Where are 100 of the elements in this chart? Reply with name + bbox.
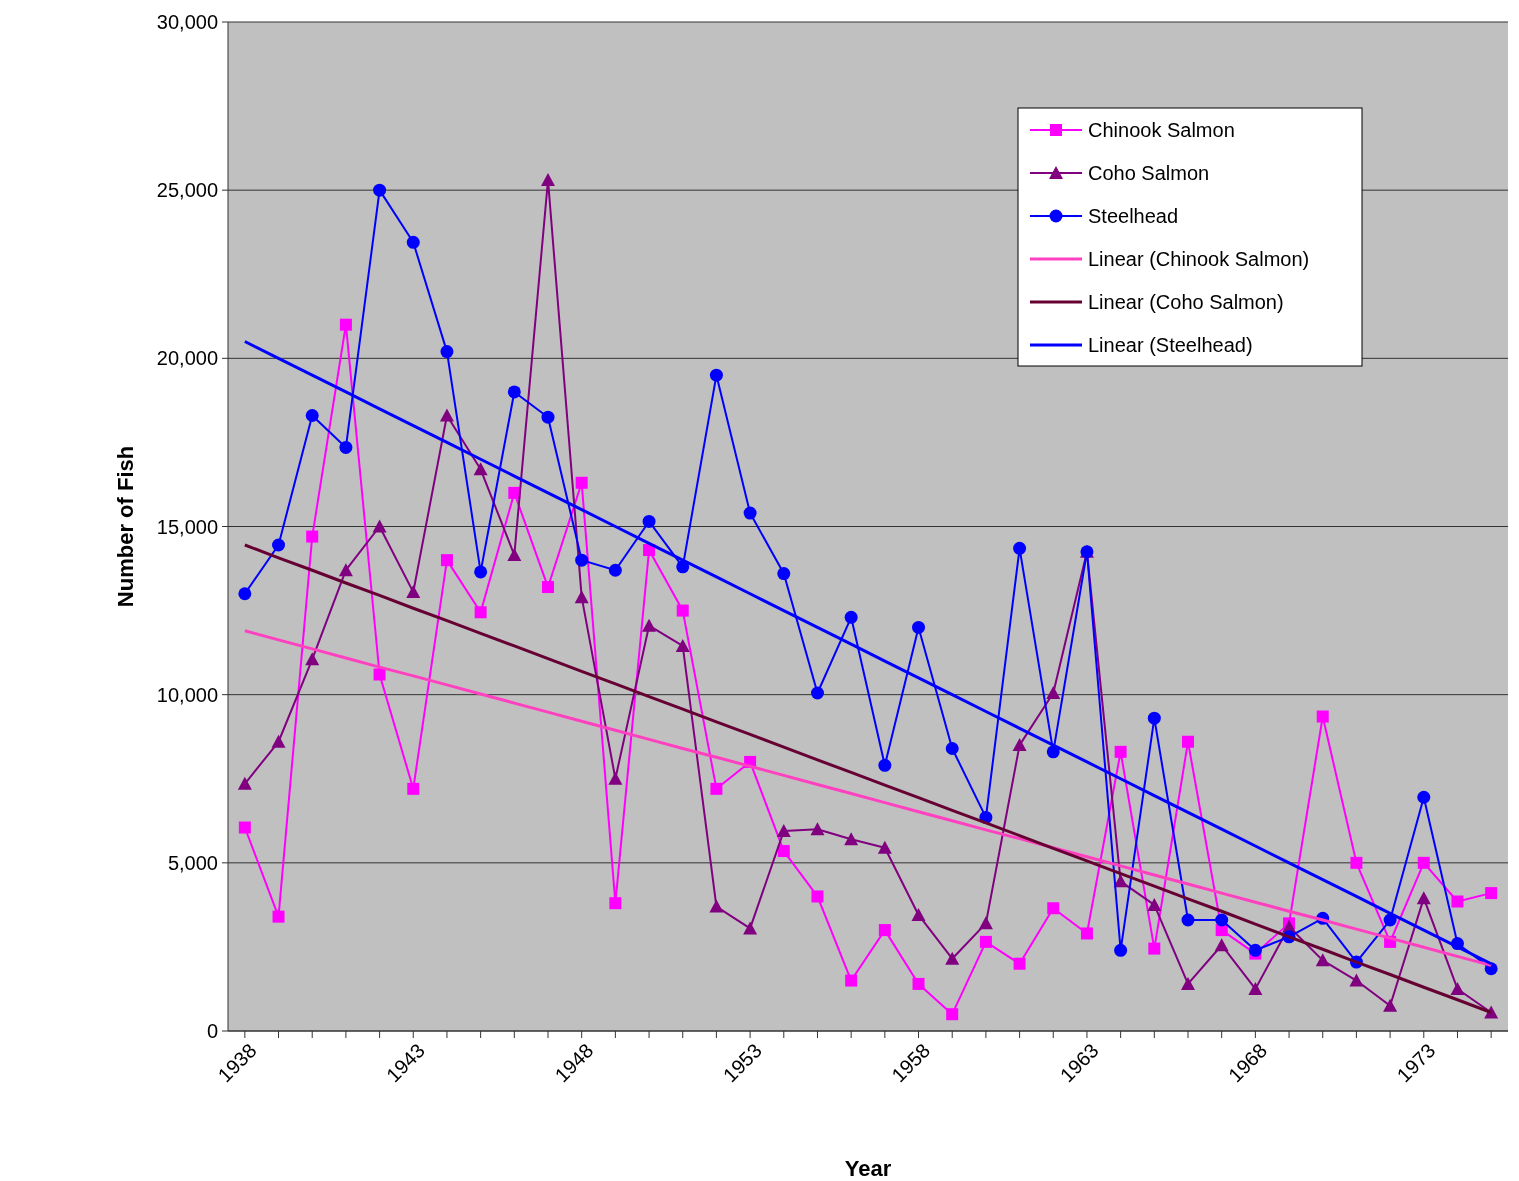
point — [541, 173, 555, 187]
point — [878, 758, 892, 772]
point — [473, 462, 488, 476]
point — [608, 563, 622, 577]
point — [474, 565, 488, 579]
point — [1181, 976, 1195, 990]
point — [1248, 943, 1262, 957]
point — [338, 563, 353, 577]
point — [978, 916, 993, 930]
point — [1316, 710, 1329, 723]
legend-label: Linear (Chinook Salmon) — [1088, 248, 1310, 270]
point — [1416, 891, 1431, 905]
point — [272, 538, 286, 552]
point — [946, 1008, 959, 1021]
point — [1248, 981, 1263, 995]
point — [811, 890, 824, 903]
point — [1114, 943, 1128, 957]
point — [1349, 973, 1364, 987]
point — [1215, 913, 1229, 927]
point — [406, 585, 421, 599]
point — [709, 368, 723, 382]
point — [777, 845, 790, 858]
legend-label: Coho Salmon — [1088, 162, 1210, 184]
y-tick-label: 10,000 — [156, 683, 218, 706]
point — [575, 553, 589, 567]
point — [272, 910, 285, 923]
point — [1114, 745, 1127, 758]
point — [912, 620, 926, 634]
point — [810, 686, 824, 700]
point — [305, 409, 319, 423]
point — [1046, 685, 1061, 699]
point — [373, 183, 387, 197]
point — [574, 590, 589, 604]
point — [1451, 895, 1464, 908]
point — [1148, 942, 1161, 955]
point — [373, 668, 386, 681]
point — [1013, 957, 1026, 970]
point — [237, 776, 252, 790]
point — [1450, 981, 1465, 995]
point — [1315, 953, 1330, 967]
point — [1350, 856, 1363, 869]
point — [541, 410, 555, 424]
point — [845, 974, 858, 987]
point — [945, 741, 959, 755]
point — [743, 921, 758, 935]
point — [911, 907, 926, 921]
point — [271, 734, 286, 748]
point — [743, 506, 757, 520]
point — [844, 832, 859, 846]
y-tick-label: 30,000 — [156, 11, 218, 33]
point — [1181, 913, 1195, 927]
point — [609, 897, 622, 910]
point — [507, 548, 522, 562]
point — [642, 618, 657, 632]
point — [306, 530, 319, 543]
point — [1214, 938, 1229, 952]
legend-label: Steelhead — [1088, 205, 1179, 227]
point — [1047, 902, 1060, 915]
point — [945, 951, 960, 965]
point — [439, 408, 454, 422]
point — [238, 821, 251, 834]
point — [440, 554, 453, 567]
point — [844, 610, 858, 624]
point — [1012, 738, 1027, 752]
point — [877, 840, 892, 854]
y-axis-title: Number of Fish — [113, 445, 138, 608]
point — [507, 385, 521, 399]
point — [878, 924, 891, 937]
point — [608, 771, 623, 785]
point — [675, 638, 690, 652]
point — [1383, 998, 1398, 1012]
point — [1013, 541, 1027, 555]
point — [1147, 897, 1162, 911]
point — [710, 782, 723, 795]
point — [1417, 790, 1431, 804]
point — [305, 652, 320, 666]
point — [440, 345, 454, 359]
point — [709, 899, 724, 913]
point — [407, 782, 420, 795]
legend-label: Linear (Coho Salmon) — [1088, 291, 1284, 313]
point — [1147, 711, 1161, 725]
point — [238, 587, 252, 601]
point — [676, 604, 689, 617]
point — [776, 823, 791, 837]
point — [474, 606, 487, 619]
point — [777, 567, 791, 581]
legend-label: Chinook Salmon — [1088, 119, 1235, 141]
point — [339, 440, 353, 454]
y-tick-label: 25,000 — [156, 179, 218, 202]
y-tick-label: 20,000 — [156, 347, 218, 370]
legend-label: Linear (Steelhead) — [1088, 334, 1253, 356]
point — [1182, 735, 1194, 748]
point — [1417, 856, 1430, 869]
point — [979, 935, 992, 948]
y-tick-label: 15,000 — [156, 515, 218, 538]
point — [1113, 874, 1128, 888]
y-tick-label: 0 — [206, 1020, 218, 1042]
point — [372, 519, 387, 533]
point — [575, 476, 588, 489]
point — [1485, 887, 1498, 900]
